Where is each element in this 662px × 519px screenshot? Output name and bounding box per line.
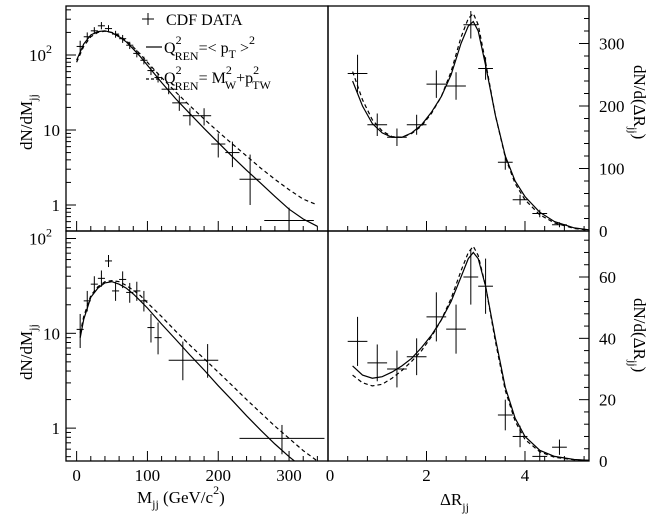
ytick-label-0-2: 102 (29, 42, 52, 65)
ytick-label-1-0: 0 (599, 222, 608, 241)
ylabel-bottom-left: dN/dMjj (17, 324, 40, 380)
legend-entry-dashed: Q2 REN= M2 W+p2 TW (146, 63, 272, 93)
ylabel-bottom-left-main: dN/dM (17, 331, 36, 380)
dashed-curve-0 (76, 30, 318, 206)
legend-dashed-sup: 2 (176, 63, 182, 77)
xlabel-left-sup: 2 (213, 483, 219, 497)
xtick-label-3-0: 2 (422, 466, 431, 485)
ylabel-top-right: dN/d(ΔRjj) (626, 65, 649, 139)
ytick-label-sup-0-2: 2 (46, 42, 52, 56)
ylabel-bottom-right-main: dN/d(ΔR (630, 298, 649, 361)
solid-curve-3 (352, 251, 589, 461)
ytick-label-sup-2-2: 2 (46, 226, 52, 240)
legend-solid-post: =< p (199, 40, 229, 57)
ytick-label-3-3: 60 (599, 268, 616, 287)
xlabel-right-sub: jj (461, 500, 469, 514)
ytick-label-base-2-2: 10 (29, 230, 46, 249)
xtick-label-2-1: 100 (135, 466, 161, 485)
xtick-label-2-2: 200 (205, 466, 231, 485)
xlabel-left-main: M (137, 488, 152, 507)
xlabel-left-sub: jj (151, 497, 159, 511)
ylabel-top-left-main: dN/dM (17, 101, 36, 150)
legend-solid-q: Q (164, 40, 176, 57)
legend-dashed-post: = M (199, 70, 226, 87)
xtick-label-right-zero: 0 (326, 466, 335, 485)
solid-curve-2 (79, 281, 296, 461)
dashed-curve-2 (79, 279, 318, 461)
ytick-label-1-3: 300 (599, 35, 625, 54)
xlabel-left: Mjj (GeV/c2) (137, 483, 225, 511)
ytick-label-0-1: 10 (43, 121, 60, 140)
legend-dashed-sub: REN (175, 79, 199, 93)
plot-top-right: 0 100 200 300 (327, 5, 625, 241)
legend-dashed-q: Q (164, 70, 176, 87)
ylabel-bottom-left-sub: jj (26, 324, 40, 332)
frame-top-right (327, 5, 590, 232)
dashed-curve-1 (352, 12, 589, 231)
legend-solid-sup2: 2 (249, 33, 255, 47)
legend-solid-sub: REN (175, 49, 199, 63)
ylabel-top-left: dN/dMjj (17, 94, 40, 150)
ylabel-bottom-right: dN/d(ΔRjj) (626, 298, 649, 372)
ytick-label-3-1: 20 (599, 391, 616, 410)
ytick-label-3-0: 0 (599, 452, 608, 471)
xlabel-right: ΔRjj (440, 490, 469, 514)
legend-dashed-supB: 2 (253, 63, 259, 77)
xtick-label-2-3: 300 (276, 466, 302, 485)
legend-dashed-subB: TW (252, 78, 271, 92)
ytick-label-1-2: 200 (599, 97, 625, 116)
ytick-label-1-1: 100 (599, 160, 625, 179)
frame-bottom-left (65, 230, 329, 462)
ylabel-bottom-right-sub: jj (626, 359, 640, 367)
ylabel-bottom-right-post: ) (630, 367, 649, 373)
legend-label-data: CDF DATA (166, 12, 243, 29)
legend-solid-sup: 2 (176, 33, 182, 47)
xtick-label-2-0: 0 (72, 466, 81, 485)
panel-top-right: 0 100 200 300 (327, 5, 625, 241)
xlabel-left-post: (GeV/c (159, 488, 214, 507)
ylabel-top-left-sub: jj (26, 94, 40, 102)
legend-label-dashed: Q2 REN= M2 W+p2 TW (164, 63, 272, 93)
xlabel-left-end: ) (219, 488, 225, 507)
legend-dashed-supA: 2 (226, 63, 232, 77)
legend-entry-solid: Q2 REN=< pT >2 (146, 33, 255, 63)
ytick-label-2-0: 1 (52, 419, 61, 438)
ytick-label-3-2: 40 (599, 329, 616, 348)
ytick-label-base-0-2: 10 (29, 46, 46, 65)
ytick-label-0-0: 1 (52, 196, 61, 215)
frame-top-left (65, 5, 329, 232)
legend-solid-post2: > (236, 40, 249, 57)
frame-bottom-right (327, 230, 590, 462)
xlabel-right-main: ΔR (440, 490, 463, 509)
legend: CDF DATA Q2 REN=< pT >2 Q2 REN= M2 W+p2 TW (142, 12, 272, 93)
dashed-curve-3 (352, 245, 589, 461)
ylabel-top-right-post: ) (630, 134, 649, 140)
legend-solid-sub2: T (229, 47, 237, 61)
legend-entry-data: CDF DATA (142, 12, 243, 29)
legend-dashed-post2: +p (236, 70, 253, 87)
ytick-label-2-2: 102 (29, 226, 52, 249)
ytick-label-2-1: 10 (43, 324, 60, 343)
ylabel-top-right-sub: jj (626, 126, 640, 134)
legend-dashed-subA: W (225, 78, 237, 92)
ylabel-top-right-main: dN/d(ΔR (630, 65, 649, 128)
xtick-label-3-1: 4 (521, 466, 530, 485)
solid-curve-1 (352, 20, 589, 231)
legend-label-solid: Q2 REN=< pT >2 (164, 33, 255, 63)
